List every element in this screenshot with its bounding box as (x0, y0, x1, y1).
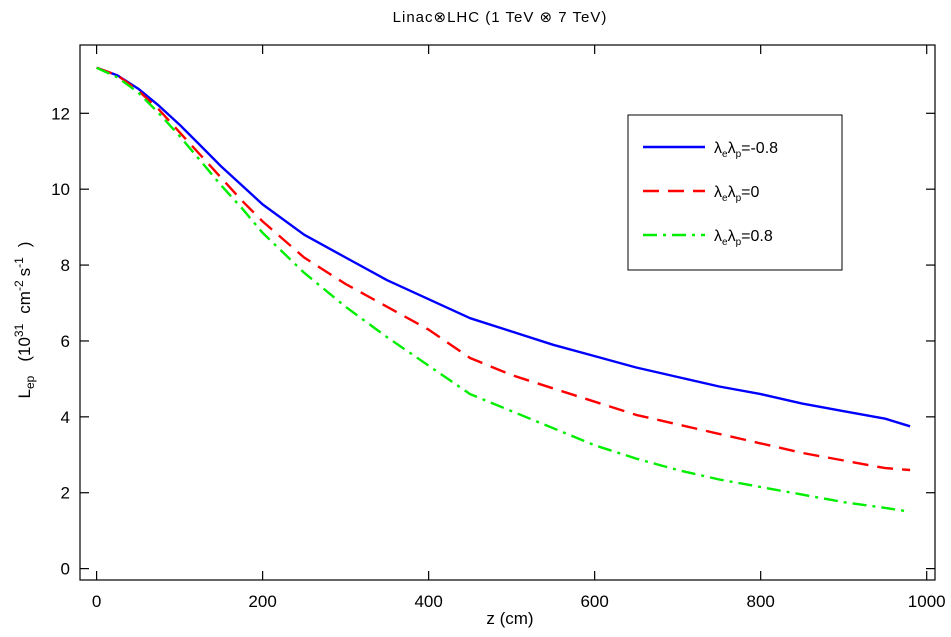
chart-title: Linac⊗LHC (1 TeV ⊗ 7 TeV) (393, 9, 608, 26)
x-tick-label: 0 (92, 592, 101, 611)
x-tick-label: 1000 (908, 592, 946, 611)
legend-label-part: λ (728, 140, 736, 157)
legend-label-part: p (736, 149, 742, 160)
y-label-exp3: -1 (12, 257, 26, 268)
y-label-units: cm (15, 291, 34, 314)
legend-label-part: =0.8 (741, 228, 773, 245)
axis-ticks: 0 200 400 600 800 1000 0 2 4 6 8 10 12 (51, 45, 946, 611)
series-line-1 (96, 66, 911, 472)
y-label-exp2: -2 (12, 280, 26, 291)
y-label-exp1: 31 (12, 323, 26, 337)
y-tick-label: 2 (61, 484, 70, 503)
y-label-units2: s (15, 268, 34, 277)
legend-label-part: λ (714, 228, 722, 245)
x-tick-label: 800 (746, 592, 774, 611)
y-tick-label: 0 (61, 560, 70, 579)
legend-label-part: p (736, 193, 742, 204)
y-tick-label: 12 (51, 104, 70, 123)
y-tick-label: 10 (51, 180, 70, 199)
legend-label-2: λeλp=0.8 (714, 228, 773, 248)
legend-label-part: e (722, 149, 728, 160)
legend-label-part: λ (728, 228, 736, 245)
plot-frame (79, 44, 936, 581)
series-layer (96, 66, 911, 513)
x-axis-label: z (cm) (486, 609, 533, 628)
legend-label-part: λ (714, 184, 722, 201)
x-tick-label: 400 (414, 592, 442, 611)
y-label-paren-close: ) (15, 242, 34, 248)
series-line-0 (96, 66, 911, 428)
legend-label-0: λeλp=-0.8 (714, 140, 778, 160)
x-tick-label: 600 (580, 592, 608, 611)
legend-label-part: λ (728, 184, 736, 201)
y-tick-label: 6 (61, 332, 70, 351)
legend-label-part: λ (714, 140, 722, 157)
legend-label-part: p (736, 237, 742, 248)
y-tick-label: 8 (61, 256, 70, 275)
legend-label-part: =-0.8 (741, 140, 778, 157)
y-label-main: L (15, 389, 34, 398)
series-line-2 (96, 66, 911, 513)
x-tick-label: 200 (248, 592, 276, 611)
legend-label-part: e (722, 193, 728, 204)
y-label-sub: ep (23, 375, 37, 389)
y-axis-label: Lep (1031 cm-2 s-1) (12, 242, 37, 399)
y-label-paren: (10 (15, 337, 34, 362)
legend-label-1: λeλp=0 (714, 184, 759, 204)
legend-box (627, 114, 843, 271)
y-tick-label: 4 (61, 408, 70, 427)
legend-label-part: =0 (741, 184, 759, 201)
legend-label-part: e (722, 237, 728, 248)
